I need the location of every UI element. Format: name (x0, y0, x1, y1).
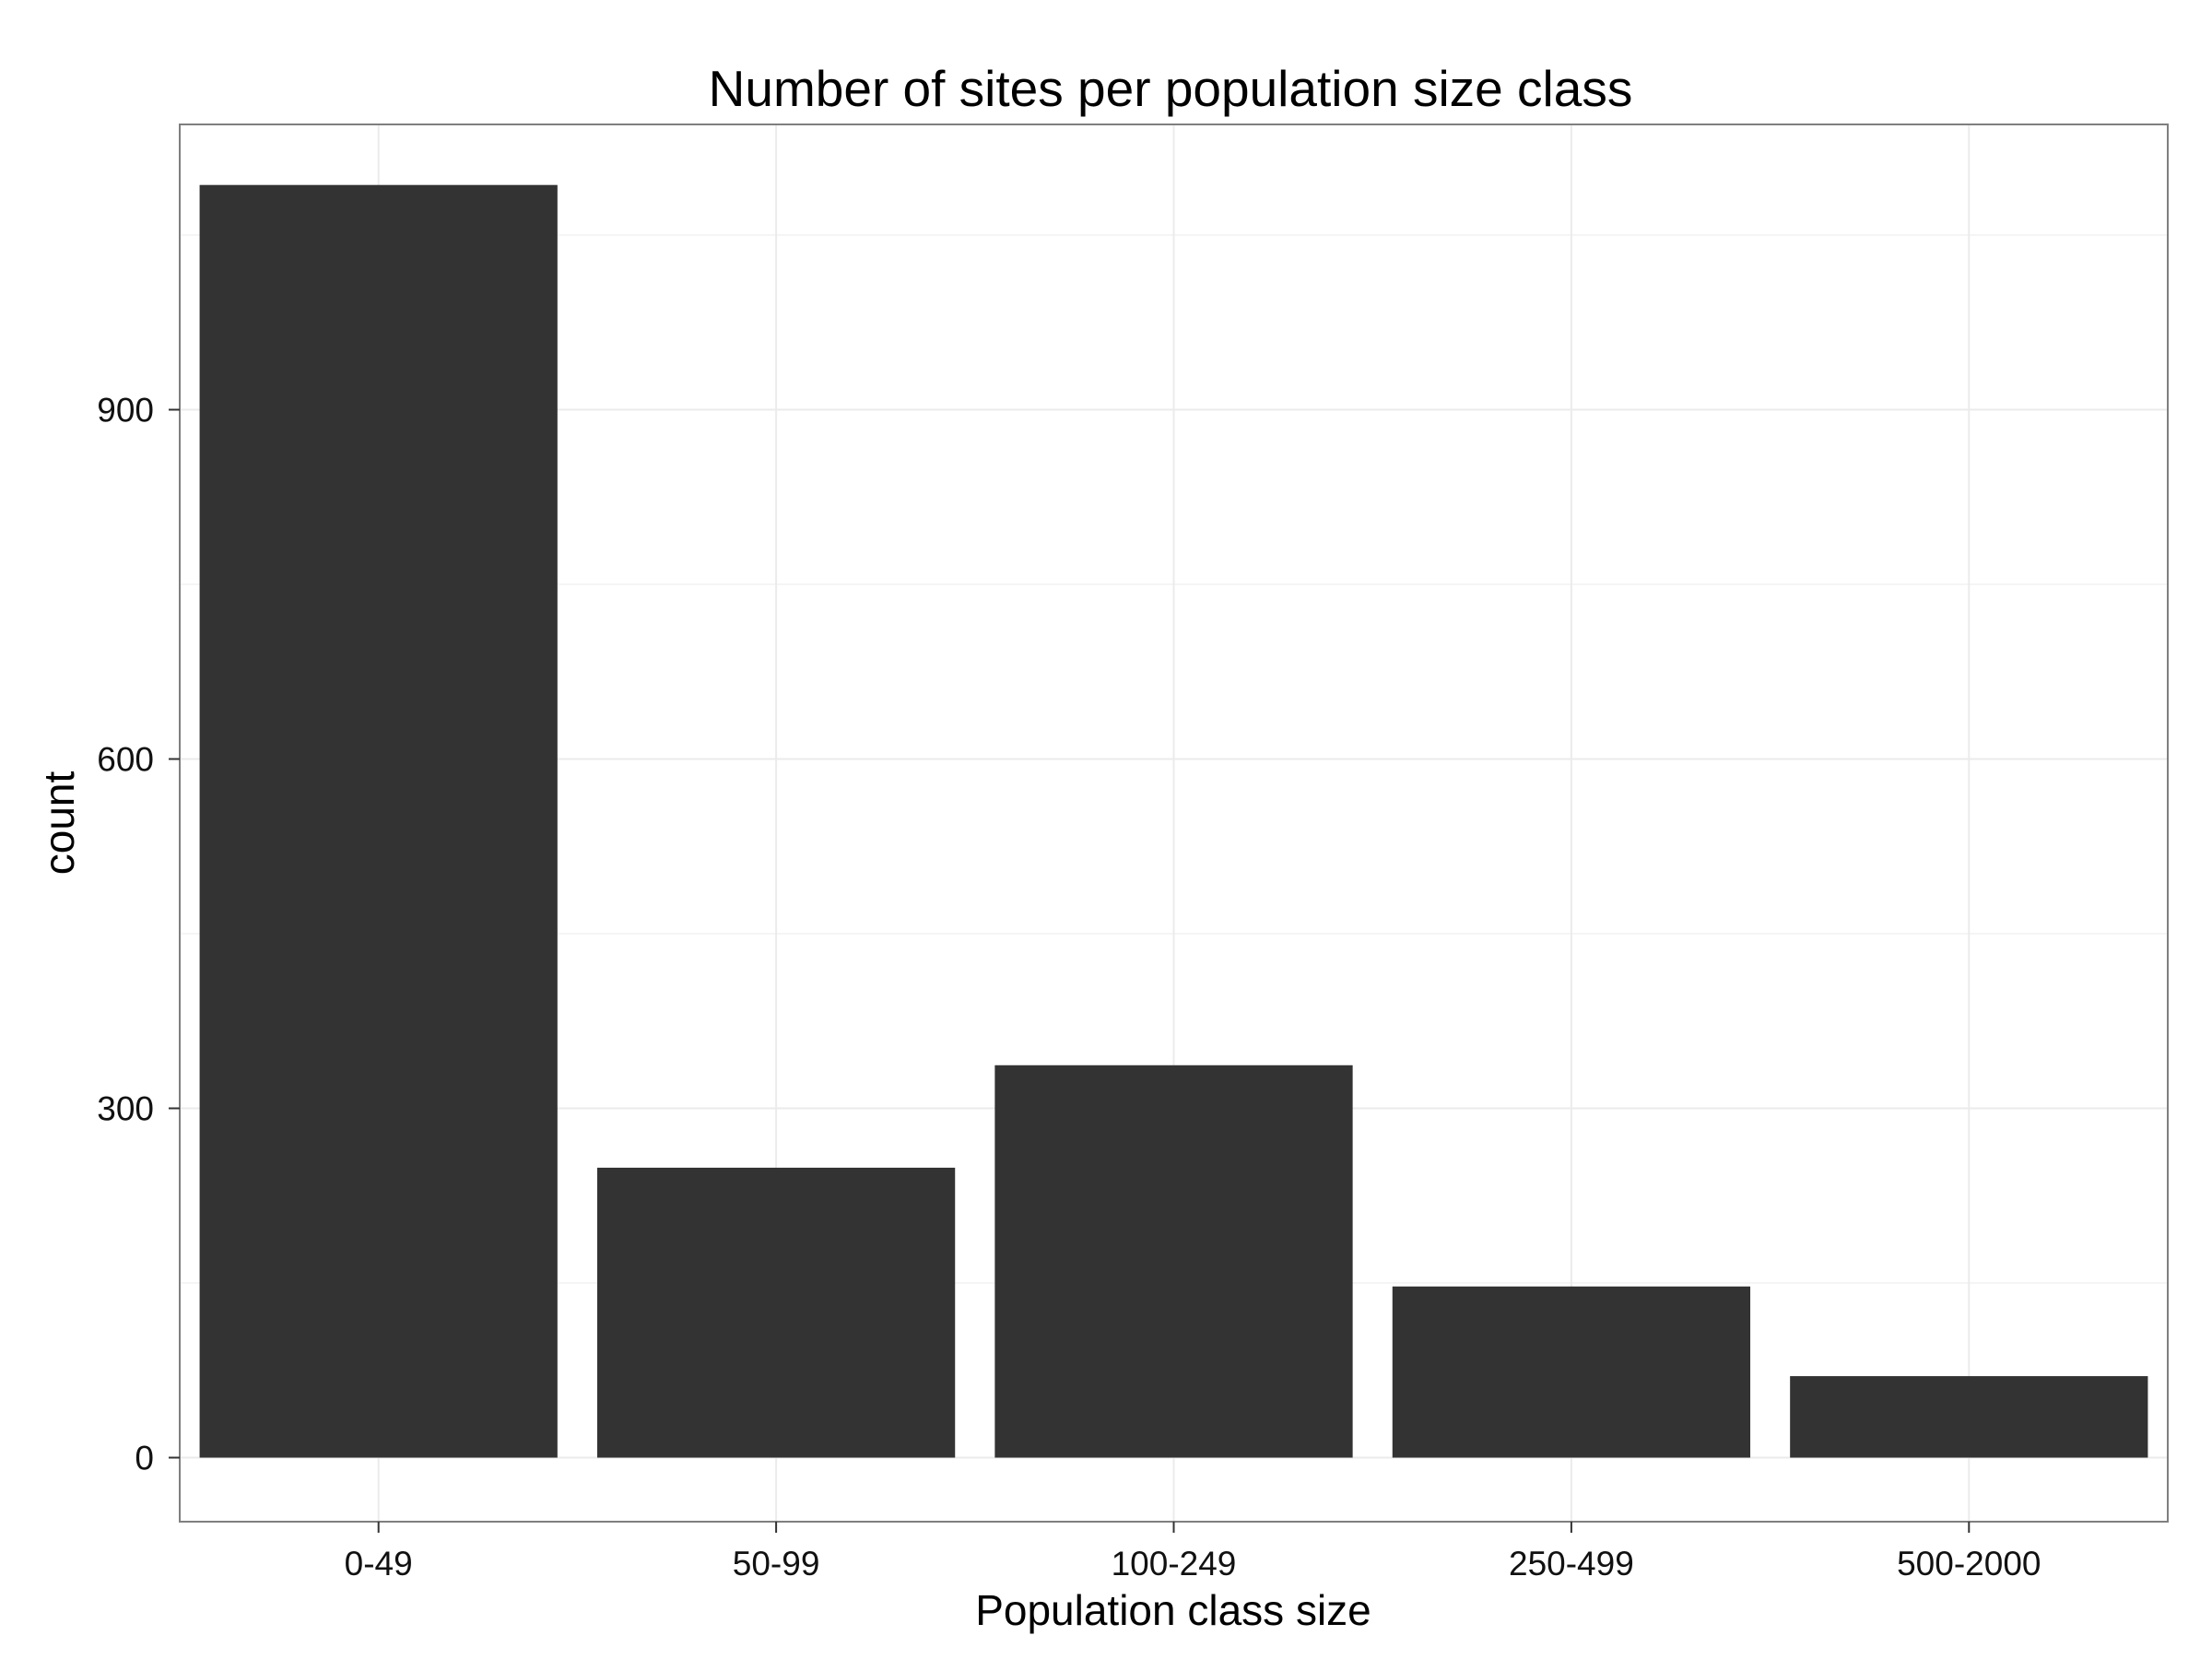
bar-100-249 (994, 1065, 1353, 1458)
y-tick-label: 900 (97, 392, 154, 429)
y-tick-label: 300 (97, 1090, 154, 1128)
x-tick-label: 250-499 (1509, 1545, 1634, 1583)
bars (199, 184, 2148, 1458)
x-tick-label: 500-2000 (1897, 1545, 2041, 1583)
y-tick-label: 600 (97, 741, 154, 779)
chart-title: Number of sites per population size clas… (709, 60, 1633, 117)
bar-50-99 (596, 1167, 956, 1458)
bar-0-49 (199, 184, 558, 1458)
x-axis: 0-49 50-99 100-249 250-499 500-2000 (345, 1522, 2041, 1583)
x-tick-label: 100-249 (1112, 1545, 1237, 1583)
y-axis: 0 300 600 900 (97, 392, 180, 1477)
y-tick-label: 0 (135, 1440, 154, 1477)
bar-500-2000 (1790, 1376, 2148, 1458)
x-tick-label: 0-49 (345, 1545, 413, 1583)
x-axis-title: Population class size (975, 1586, 1371, 1634)
y-axis-title: count (35, 771, 83, 876)
x-tick-label: 50-99 (733, 1545, 820, 1583)
bar-250-499 (1392, 1286, 1751, 1458)
